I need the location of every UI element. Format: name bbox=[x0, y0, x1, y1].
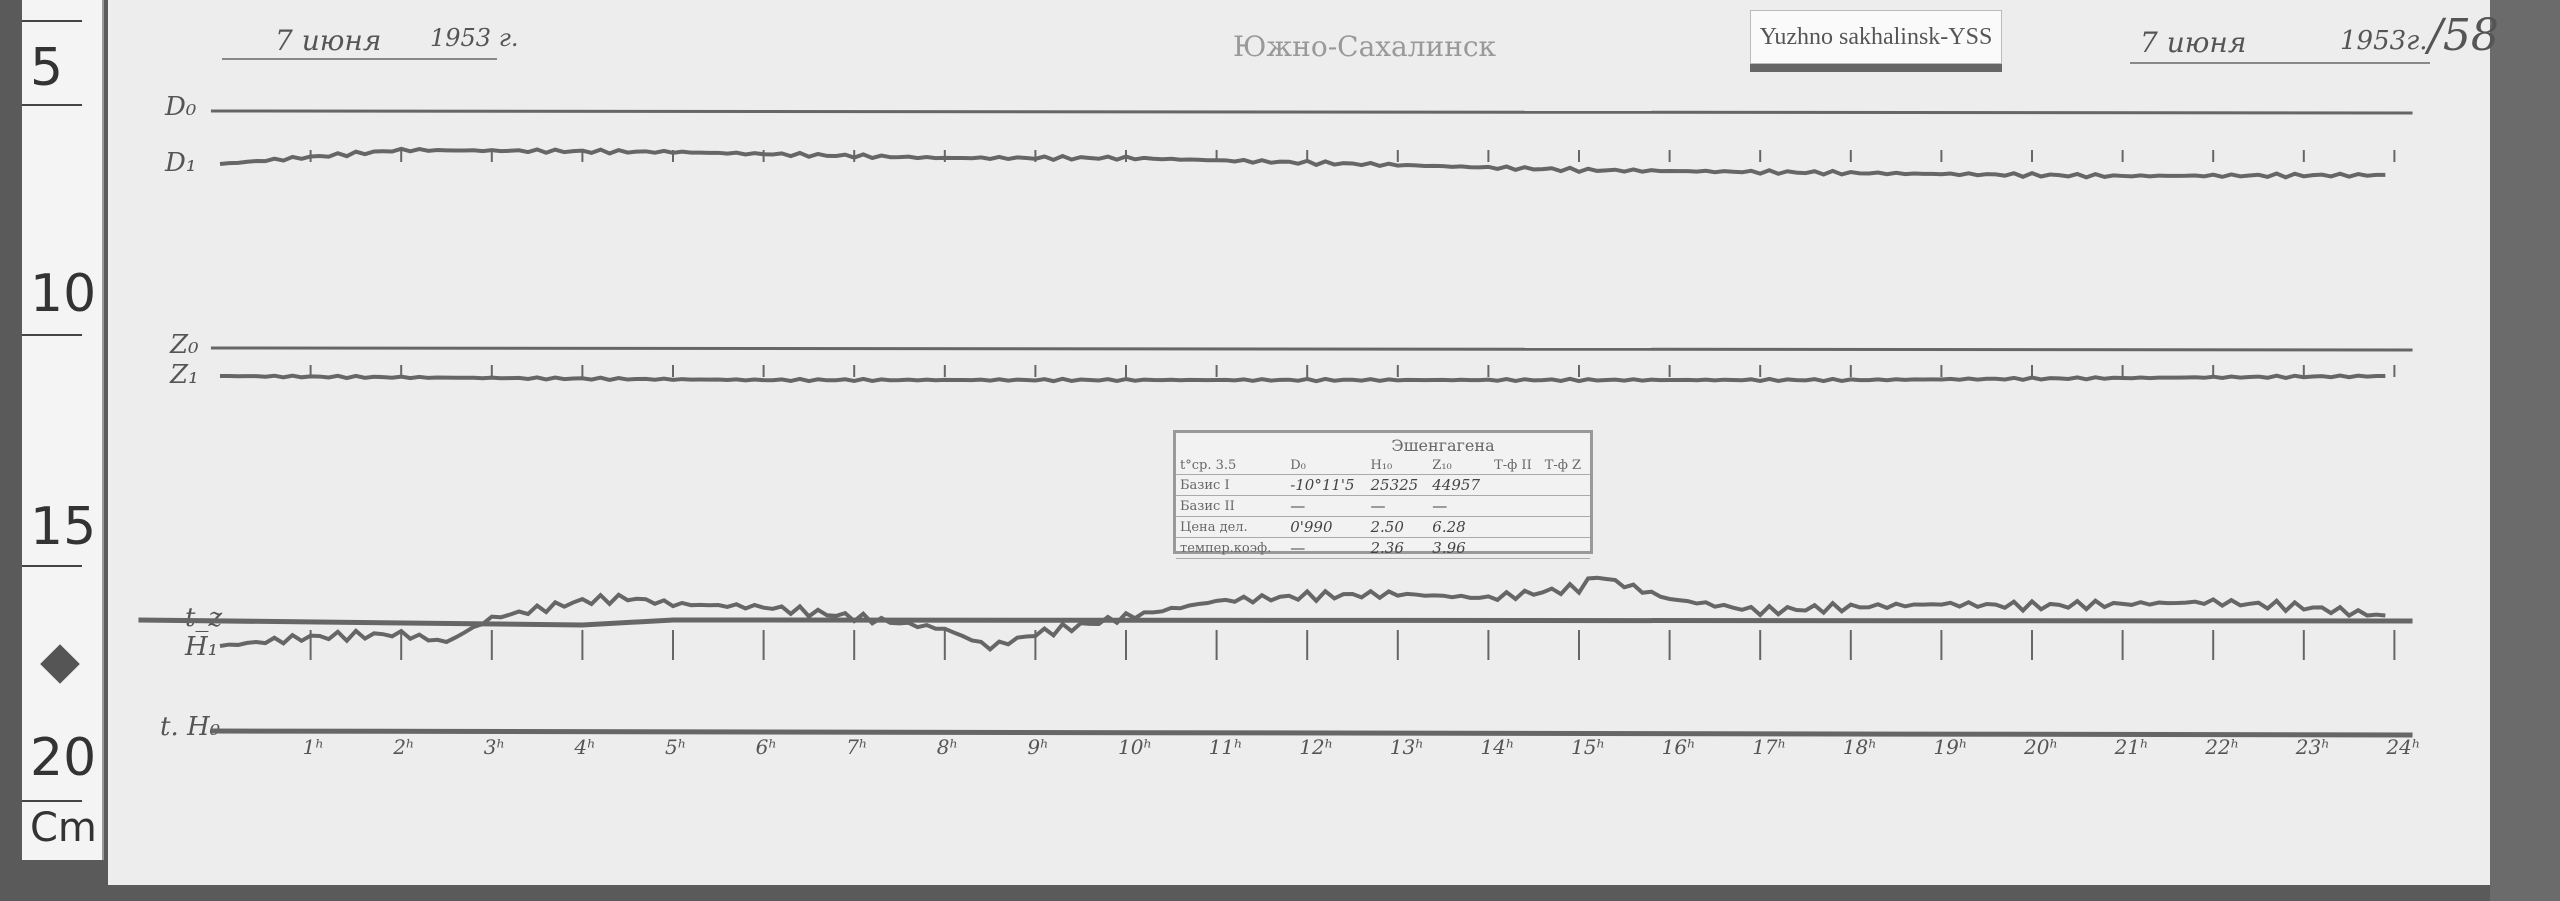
cal-cell: Z₁₀ bbox=[1428, 457, 1491, 475]
ruler-mark: 10 bbox=[30, 264, 97, 324]
cal-cell: — bbox=[1286, 537, 1367, 559]
cal-cell bbox=[1490, 516, 1541, 538]
left-year: 1953 г. bbox=[430, 24, 519, 52]
left-date: 7 июня bbox=[275, 24, 382, 57]
hour-label: 21ʰ bbox=[2114, 735, 2149, 759]
cal-cell: Базис I bbox=[1176, 474, 1287, 496]
underline bbox=[2130, 62, 2430, 64]
cal-cell: 0'990 bbox=[1286, 516, 1367, 538]
cal-cell: — bbox=[1366, 495, 1429, 517]
cal-cell: H₁₀ bbox=[1366, 457, 1429, 475]
hour-label: 8ʰ bbox=[936, 735, 959, 759]
hour-label: 3ʰ bbox=[483, 735, 506, 759]
right-date: 7 июня bbox=[2140, 26, 2247, 59]
cal-cell: 25325 bbox=[1366, 474, 1429, 496]
underline bbox=[222, 58, 497, 60]
cal-cell: -10°11'5 bbox=[1286, 474, 1367, 496]
cal-cell: Т-ф Z bbox=[1540, 457, 1590, 475]
label-d0: D₀ bbox=[165, 92, 197, 122]
ruler-tick bbox=[22, 334, 82, 336]
h-trace bbox=[219, 575, 2386, 653]
cal-cell bbox=[1540, 495, 1590, 517]
hour-label: 12ʰ bbox=[1299, 735, 1334, 759]
label-tz: t_z bbox=[185, 603, 223, 633]
label-z1: Z₁ bbox=[170, 360, 199, 390]
th-baseline bbox=[210, 728, 2413, 738]
hour-label: 17ʰ bbox=[1752, 735, 1787, 759]
ruler-unit: Cm bbox=[30, 805, 97, 851]
hour-label: 6ʰ bbox=[755, 735, 777, 759]
hour-label: 5ʰ bbox=[665, 735, 687, 759]
cal-cell: 6.28 bbox=[1428, 516, 1491, 538]
ruler-mark: 20 bbox=[30, 728, 97, 788]
d0-baseline bbox=[210, 109, 2413, 115]
cal-cell bbox=[1540, 537, 1590, 559]
z1-trace bbox=[219, 373, 2386, 384]
cal-cell bbox=[1490, 495, 1541, 517]
cal-cell: 2.50 bbox=[1366, 516, 1429, 538]
hour-label: 16ʰ bbox=[1661, 735, 1696, 759]
label-h: H₁ bbox=[185, 632, 219, 662]
ruler-tick bbox=[22, 104, 82, 106]
ruler-tick bbox=[22, 20, 82, 22]
cal-row: Базис I -10°11'5 25325 44957 bbox=[1176, 474, 1590, 496]
hour-label: 13ʰ bbox=[1389, 735, 1424, 759]
cal-row: темпер.коэф. —2.36 3.96 bbox=[1176, 537, 1590, 559]
sheet-number: /58 bbox=[2428, 10, 2499, 61]
hour-label: 7ʰ bbox=[846, 735, 868, 759]
station-tag: Yuzhno sakhalinsk-YSS bbox=[1750, 10, 2002, 64]
cal-cell: t°ср. 3.5 bbox=[1176, 457, 1287, 475]
right-year: 1953г. bbox=[2340, 26, 2428, 56]
hour-label: 11ʰ bbox=[1208, 735, 1243, 759]
hour-label: 4ʰ bbox=[574, 735, 596, 759]
ruler-mark: 5 bbox=[30, 38, 64, 98]
scanner-edge bbox=[2490, 0, 2560, 901]
station-name: Южно-Сахалинск bbox=[1233, 30, 1497, 63]
hour-label: 1ʰ bbox=[302, 735, 324, 759]
cal-cell: — bbox=[1428, 495, 1491, 517]
label-d1: D₁ bbox=[165, 148, 197, 178]
hour-label: 9ʰ bbox=[1027, 735, 1049, 759]
hour-label: 22ʰ bbox=[2205, 735, 2240, 759]
cal-cell: — bbox=[1286, 495, 1367, 517]
ruler-tick bbox=[22, 800, 82, 802]
hour-label: 15ʰ bbox=[1571, 735, 1606, 759]
cal-cell: 2.36 bbox=[1366, 537, 1429, 559]
cal-cell: Т-ф II bbox=[1490, 457, 1541, 475]
cm-ruler: 5 10 15 20 Cm bbox=[22, 0, 104, 860]
cal-cell: Базис II bbox=[1176, 495, 1287, 517]
hour-label: 19ʰ bbox=[1933, 735, 1968, 759]
cal-cell: 44957 bbox=[1428, 474, 1491, 496]
hour-label: 14ʰ bbox=[1480, 735, 1515, 759]
hour-label: 2ʰ bbox=[393, 735, 415, 759]
cal-cell: темпер.коэф. bbox=[1176, 537, 1287, 559]
ruler-tick bbox=[22, 565, 82, 567]
hour-label: 24ʰ bbox=[2386, 735, 2421, 759]
cal-cell bbox=[1490, 474, 1541, 496]
cal-row: Цена дел. 0'990 2.50 6.28 bbox=[1176, 516, 1590, 538]
cal-row: Базис II — — — bbox=[1176, 495, 1590, 517]
cal-grid: t°ср. 3.5 D₀ H₁₀ Z₁₀ Т-ф II Т-ф Z Базис I -10°1… bbox=[1176, 457, 1590, 559]
ruler-mark: 15 bbox=[30, 497, 97, 557]
hour-label: 10ʰ bbox=[1118, 735, 1153, 759]
cal-row: t°ср. 3.5 D₀ H₁₀ Z₁₀ Т-ф II Т-ф Z bbox=[1176, 457, 1590, 475]
cal-title: Эшенгагена bbox=[1391, 436, 1495, 455]
cal-cell: 3.96 bbox=[1428, 537, 1491, 559]
z0-baseline bbox=[210, 346, 2413, 352]
label-th: t. H₀ bbox=[160, 712, 221, 742]
tz-trace bbox=[138, 617, 2413, 628]
d1-trace bbox=[219, 146, 2386, 180]
cal-cell bbox=[1490, 537, 1541, 559]
cal-cell: D₀ bbox=[1286, 457, 1367, 475]
label-z0: Z₀ bbox=[170, 330, 199, 360]
hour-label: 23ʰ bbox=[2295, 735, 2330, 759]
hour-label: 18ʰ bbox=[1842, 735, 1877, 759]
cal-cell bbox=[1540, 474, 1590, 496]
cal-cell: Цена дел. bbox=[1176, 516, 1287, 538]
cal-cell bbox=[1540, 516, 1590, 538]
hour-label: 20ʰ bbox=[2024, 735, 2059, 759]
